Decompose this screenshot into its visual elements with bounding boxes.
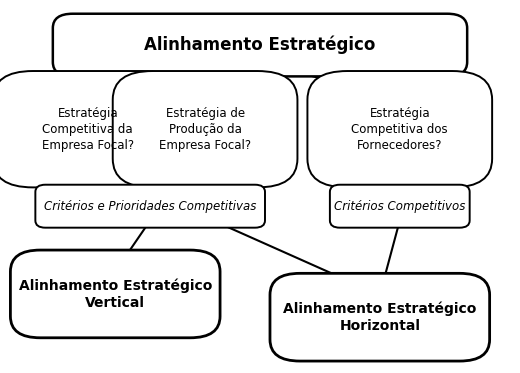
Text: Estratégia
Competitiva dos
Fornecedores?: Estratégia Competitiva dos Fornecedores? xyxy=(352,107,448,152)
Text: Alinhamento Estratégico
Vertical: Alinhamento Estratégico Vertical xyxy=(19,278,212,310)
FancyBboxPatch shape xyxy=(307,71,492,187)
Text: Critérios e Prioridades Competitivas: Critérios e Prioridades Competitivas xyxy=(44,200,256,213)
FancyBboxPatch shape xyxy=(113,71,297,187)
Text: Critérios Competitivos: Critérios Competitivos xyxy=(334,200,465,213)
Text: Estratégia de
Produção da
Empresa Focal?: Estratégia de Produção da Empresa Focal? xyxy=(159,107,251,152)
Text: Estratégia
Competitiva da
Empresa Focal?: Estratégia Competitiva da Empresa Focal? xyxy=(42,107,134,152)
FancyBboxPatch shape xyxy=(330,185,470,228)
Text: Alinhamento Estratégico
Horizontal: Alinhamento Estratégico Horizontal xyxy=(283,301,476,333)
FancyBboxPatch shape xyxy=(10,250,220,338)
FancyBboxPatch shape xyxy=(270,273,490,361)
FancyBboxPatch shape xyxy=(0,71,183,187)
FancyBboxPatch shape xyxy=(53,14,467,76)
Text: Alinhamento Estratégico: Alinhamento Estratégico xyxy=(145,36,375,54)
FancyBboxPatch shape xyxy=(35,185,265,228)
